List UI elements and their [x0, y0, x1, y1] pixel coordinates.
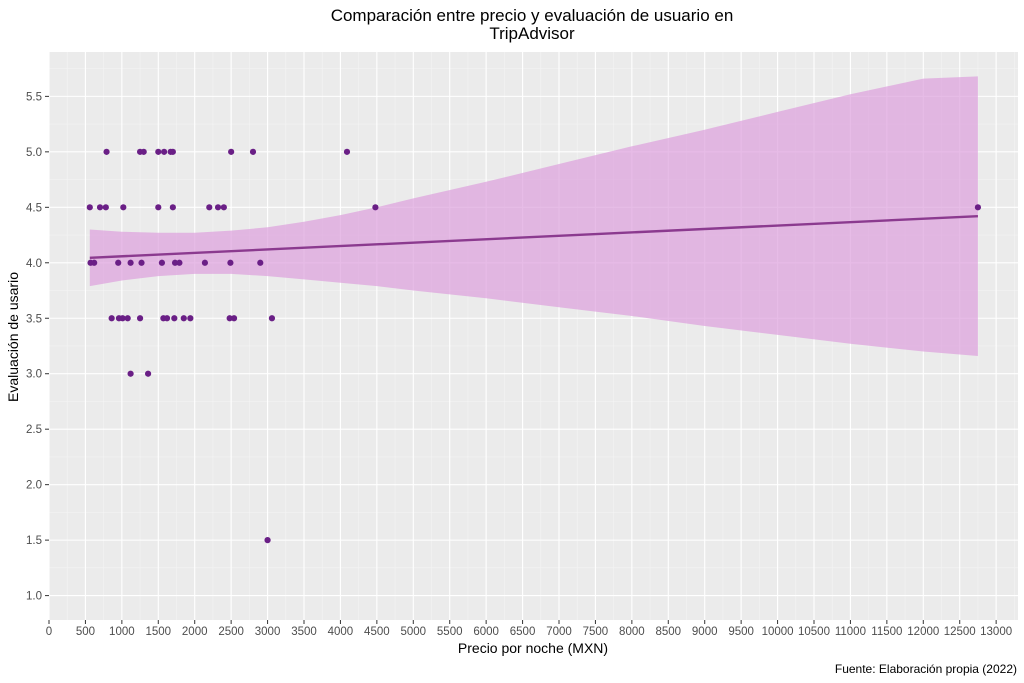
- x-tick-label: 9500: [728, 626, 754, 638]
- data-point: [169, 204, 176, 211]
- y-tick-label: 5.0: [26, 147, 42, 159]
- x-tick-label: 12500: [944, 626, 976, 638]
- x-tick-label: 2500: [218, 626, 244, 638]
- x-tick-label: 2000: [182, 626, 208, 638]
- x-tick-label: 3000: [255, 626, 281, 638]
- regression-line: [89, 214, 978, 259]
- data-point: [187, 315, 194, 322]
- data-point: [120, 204, 127, 211]
- x-tick-label: 4500: [364, 626, 390, 638]
- data-point: [226, 315, 233, 322]
- data-point: [372, 204, 379, 211]
- source-caption: Fuente: Elaboración propia (2022): [835, 662, 1017, 676]
- data-point: [214, 204, 222, 211]
- y-tick-label: 1.0: [26, 591, 42, 603]
- x-tick-label: 10500: [798, 626, 830, 638]
- x-axis: 0 500 1000 1500 2000 2500 3000 3500 4000 4500 5000…: [46, 620, 1012, 638]
- x-tick-label: 9000: [692, 626, 718, 638]
- data-point: [227, 259, 234, 266]
- data-point: [180, 315, 187, 322]
- data-point: [140, 148, 147, 155]
- x-tick-label: 1000: [109, 626, 135, 638]
- data-point: [127, 370, 134, 377]
- x-tick-label: 5500: [437, 626, 463, 638]
- data-point: [169, 148, 176, 155]
- x-tick-label: 6000: [473, 626, 499, 638]
- data-point: [228, 148, 235, 155]
- y-tick-label: 4.5: [26, 202, 42, 214]
- x-axis-title: Precio por noche (MXN): [458, 640, 608, 656]
- x-tick-label: 4000: [328, 626, 354, 638]
- data-point: [171, 315, 178, 322]
- x-tick-label: 12000: [907, 626, 939, 638]
- data-point: [136, 315, 144, 322]
- x-tick-label: 6500: [510, 626, 536, 638]
- data-point: [86, 204, 93, 211]
- data-point: [161, 148, 168, 155]
- chart-title-line-1: Comparación entre precio y evaluación de…: [331, 6, 734, 25]
- chart-title-line-2: TripAdvisor: [489, 24, 575, 43]
- data-point: [974, 204, 982, 211]
- x-tick-label: 8000: [619, 626, 645, 638]
- y-tick-label: 2.0: [26, 480, 42, 492]
- confidence-band: [89, 76, 978, 357]
- x-tick-label: 0: [46, 626, 52, 638]
- data-point: [155, 204, 162, 211]
- data-point: [343, 148, 351, 155]
- y-tick-label: 1.5: [26, 535, 42, 547]
- data-point: [264, 537, 271, 544]
- data-point: [115, 259, 122, 266]
- data-point: [163, 315, 171, 322]
- x-tick-label: 7500: [583, 626, 609, 638]
- data-points: [86, 148, 982, 544]
- y-tick-label: 2.5: [26, 424, 42, 436]
- data-point: [201, 259, 209, 266]
- data-point: [257, 259, 264, 266]
- y-tick-label: 3.5: [26, 313, 42, 325]
- data-point: [220, 204, 227, 211]
- x-tick-label: 500: [76, 626, 95, 638]
- data-point: [158, 259, 166, 266]
- data-point: [103, 148, 110, 155]
- x-tick-label: 11500: [871, 626, 902, 638]
- data-point: [138, 259, 145, 266]
- x-tick-label: 13000: [980, 626, 1012, 638]
- data-point: [102, 204, 109, 211]
- y-tick-label: 4.0: [26, 258, 42, 270]
- x-tick-label: 10000: [762, 626, 794, 638]
- data-point: [108, 315, 115, 322]
- x-tick-label: 11000: [835, 626, 866, 638]
- data-point: [127, 259, 134, 266]
- data-point: [155, 148, 162, 155]
- data-point: [176, 259, 183, 266]
- x-tick-label: 5000: [400, 626, 426, 638]
- x-tick-label: 7000: [546, 626, 572, 638]
- data-point: [268, 315, 276, 322]
- y-axis-title: Evaluación de usario: [5, 272, 21, 402]
- data-point: [144, 370, 152, 377]
- y-axis: 1.0 1.5 2.0 2.5 3.0 3.5 4.0 4.5 5.0 5.5: [26, 91, 49, 603]
- x-tick-label: 3500: [291, 626, 317, 638]
- y-tick-label: 3.0: [26, 369, 42, 381]
- x-tick-label: 8500: [655, 626, 681, 638]
- data-point: [171, 259, 179, 266]
- data-point: [91, 259, 98, 266]
- data-point: [230, 315, 238, 322]
- data-point: [119, 315, 126, 322]
- data-point: [124, 315, 131, 322]
- data-point: [249, 148, 257, 155]
- x-tick-label: 1500: [145, 626, 171, 638]
- y-tick-label: 5.5: [26, 91, 42, 103]
- data-point: [96, 204, 104, 211]
- data-point: [206, 204, 213, 211]
